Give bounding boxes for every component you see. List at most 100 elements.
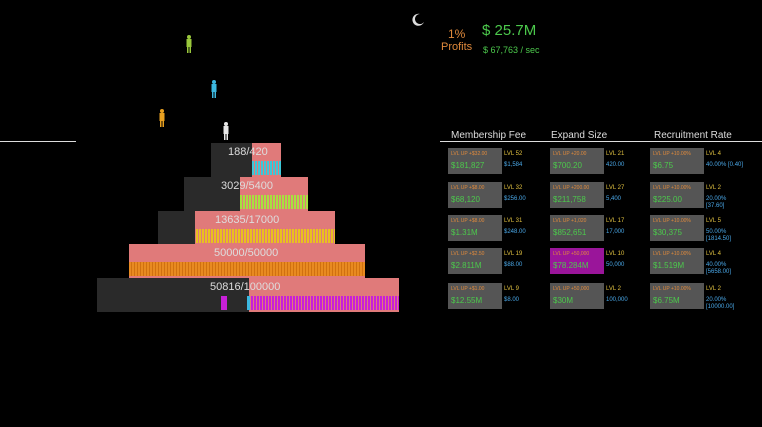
profits-label: Profits	[441, 41, 473, 53]
upgrade-cost: $852,651	[553, 228, 587, 237]
upgrade-current-value: 40.00%	[706, 262, 727, 268]
upgrade-current-value: 420.00	[606, 162, 625, 168]
header-recruitment-rate: Recruitment Rate	[654, 130, 732, 141]
tier-count: 50000/50000	[214, 247, 279, 259]
upgrade-current-value: 17,000	[606, 229, 625, 235]
upgrade-info: LVL 52 $1,584	[504, 151, 522, 169]
upgrade-level: LVL 10	[606, 251, 625, 257]
tier-crowd	[240, 195, 308, 209]
upgrade-membership-fee-button[interactable]: LVL UP +$1.00 $12.55M	[448, 283, 502, 309]
upgrade-button-label: LVL UP +1,020	[553, 218, 587, 224]
header-membership-fee: Membership Fee	[451, 130, 527, 141]
upgrade-cost: $12.55M	[451, 296, 483, 305]
upgrade-current-value: $8.00	[504, 297, 520, 303]
upgrade-recruitment-rate-button[interactable]: LVL UP +10.00% $30,375	[650, 215, 704, 241]
upgrade-current-value: 20.00%	[706, 196, 727, 202]
upgrade-cost: $181,827	[451, 161, 485, 170]
upgrade-recruitment-rate-button[interactable]: LVL UP +10.00% $6.75	[650, 148, 704, 174]
upgrade-cost: $2.811M	[451, 261, 482, 270]
upgrade-membership-fee-button[interactable]: LVL UP +$2.50 $2.811M	[448, 248, 502, 274]
upgrade-info: LVL 4 40.00% [0.40]	[706, 151, 743, 169]
upgrade-expand-size-button[interactable]: LVL UP +50,000 $30M	[550, 283, 604, 309]
upgrade-expand-size-button[interactable]: LVL UP +50,000 $78.284M	[550, 248, 604, 274]
money-total: $ 25.7M	[482, 22, 537, 39]
upgrade-current-value: $88.00	[504, 262, 523, 268]
upgrade-current-value: 50,000	[606, 262, 625, 268]
upgrade-button-label: LVL UP +10.00%	[653, 185, 691, 191]
upgrade-info: LVL 4 40.00% [5658.00]	[706, 251, 731, 276]
upgrade-current-value: 5,400	[606, 196, 622, 202]
upgrade-button-label: LVL UP +$1.00	[451, 286, 485, 292]
upgrade-info: LVL 2 20.00% [37.60]	[706, 185, 726, 210]
upgrade-button-label: LVL UP +10.00%	[653, 251, 691, 257]
upgrade-expand-size-button[interactable]: LVL UP +20.00 $700.20	[550, 148, 604, 174]
ground-line-right	[440, 141, 762, 142]
upgrade-level: LVL 4	[706, 151, 722, 157]
upgrade-cost: $211,758	[553, 195, 586, 204]
upgrade-cost: $68,120	[451, 195, 480, 204]
upgrade-cost: $1.519M	[653, 261, 685, 270]
upgrade-cost: $225.00	[653, 195, 682, 204]
header-expand-size: Expand Size	[551, 130, 608, 141]
tier-crowd	[129, 262, 365, 276]
upgrade-button-label: LVL UP +10.00%	[653, 286, 691, 292]
money-rate: $ 67,763 / sec	[483, 45, 540, 55]
person-icon	[186, 35, 192, 53]
upgrade-level: LVL 9	[504, 286, 520, 292]
upgrade-button-label: LVL UP +10.00%	[653, 151, 691, 157]
upgrade-current-value: $256.00	[504, 196, 526, 202]
upgrade-button-label: LVL UP +$32.00	[451, 151, 488, 157]
upgrade-extra-value: [10000.00]	[706, 304, 735, 310]
upgrade-expand-size-button[interactable]: LVL UP +200.00 $211,758	[550, 182, 604, 208]
upgrade-current-value: $1,584	[504, 162, 523, 168]
upgrade-cost: $78.284M	[553, 261, 589, 270]
pyramid-tier-3: 13635/17000	[158, 211, 335, 245]
upgrade-level: LVL 2	[606, 286, 622, 292]
upgrade-level: LVL 31	[504, 218, 523, 224]
moon-icon	[411, 13, 425, 27]
upgrade-cost: $700.20	[553, 161, 582, 170]
ground-line-left	[0, 141, 76, 142]
upgrade-level: LVL 2	[706, 286, 722, 292]
upgrade-current-value: 50.00%	[706, 229, 727, 235]
upgrade-membership-fee-button[interactable]: LVL UP +$8.00 $68,120	[448, 182, 502, 208]
upgrade-extra-value: [37.60]	[706, 203, 725, 209]
upgrade-button-label: LVL UP +$8.00	[451, 218, 485, 224]
pyramid-tier-2: 3029/5400	[184, 177, 308, 211]
upgrade-button-label: LVL UP +200.00	[553, 185, 590, 191]
profit-percent: 1%	[448, 27, 466, 41]
upgrade-recruitment-rate-button[interactable]: LVL UP +10.00% $225.00	[650, 182, 704, 208]
person-icon	[221, 296, 227, 310]
upgrade-button-label: LVL UP +$8.00	[451, 185, 485, 191]
upgrade-extra-value: [1814.50]	[706, 236, 732, 242]
upgrade-cost: $1.31M	[451, 228, 478, 237]
upgrade-level: LVL 5	[706, 218, 722, 224]
upgrade-info: LVL 17 17,000	[606, 218, 624, 236]
upgrade-level: LVL 52	[504, 151, 523, 157]
person-icon	[247, 296, 250, 310]
upgrade-info: LVL 10 50,000	[606, 251, 624, 269]
upgrade-info: LVL 31 $248.00	[504, 218, 526, 236]
upgrade-level: LVL 4	[706, 251, 722, 257]
upgrade-current-value: $248.00	[504, 229, 526, 235]
upgrade-recruitment-rate-button[interactable]: LVL UP +10.00% $6.75M	[650, 283, 704, 309]
person-icon	[211, 80, 217, 98]
upgrade-expand-size-button[interactable]: LVL UP +1,020 $852,651	[550, 215, 604, 241]
tier-crowd	[252, 161, 281, 175]
upgrade-button-label: LVL UP +$2.50	[451, 251, 485, 257]
upgrade-membership-fee-button[interactable]: LVL UP +$32.00 $181,827	[448, 148, 502, 174]
upgrade-recruitment-rate-button[interactable]: LVL UP +10.00% $1.519M	[650, 248, 704, 274]
upgrade-level: LVL 27	[606, 185, 625, 191]
tier-count: 188/420	[228, 146, 268, 158]
tier-count: 13635/17000	[215, 214, 280, 226]
upgrade-cost: $6.75	[653, 161, 674, 170]
upgrade-current-value: 100,000	[606, 297, 628, 303]
upgrade-info: LVL 2 100,000	[606, 286, 628, 304]
tier-crowd	[251, 296, 399, 310]
upgrade-level: LVL 2	[706, 185, 722, 191]
upgrade-info: LVL 32 $256.00	[504, 185, 526, 203]
upgrade-membership-fee-button[interactable]: LVL UP +$8.00 $1.31M	[448, 215, 502, 241]
upgrade-extra-value: [5658.00]	[706, 269, 732, 275]
person-icon	[223, 122, 229, 140]
upgrade-info: LVL 9 $8.00	[504, 286, 519, 304]
